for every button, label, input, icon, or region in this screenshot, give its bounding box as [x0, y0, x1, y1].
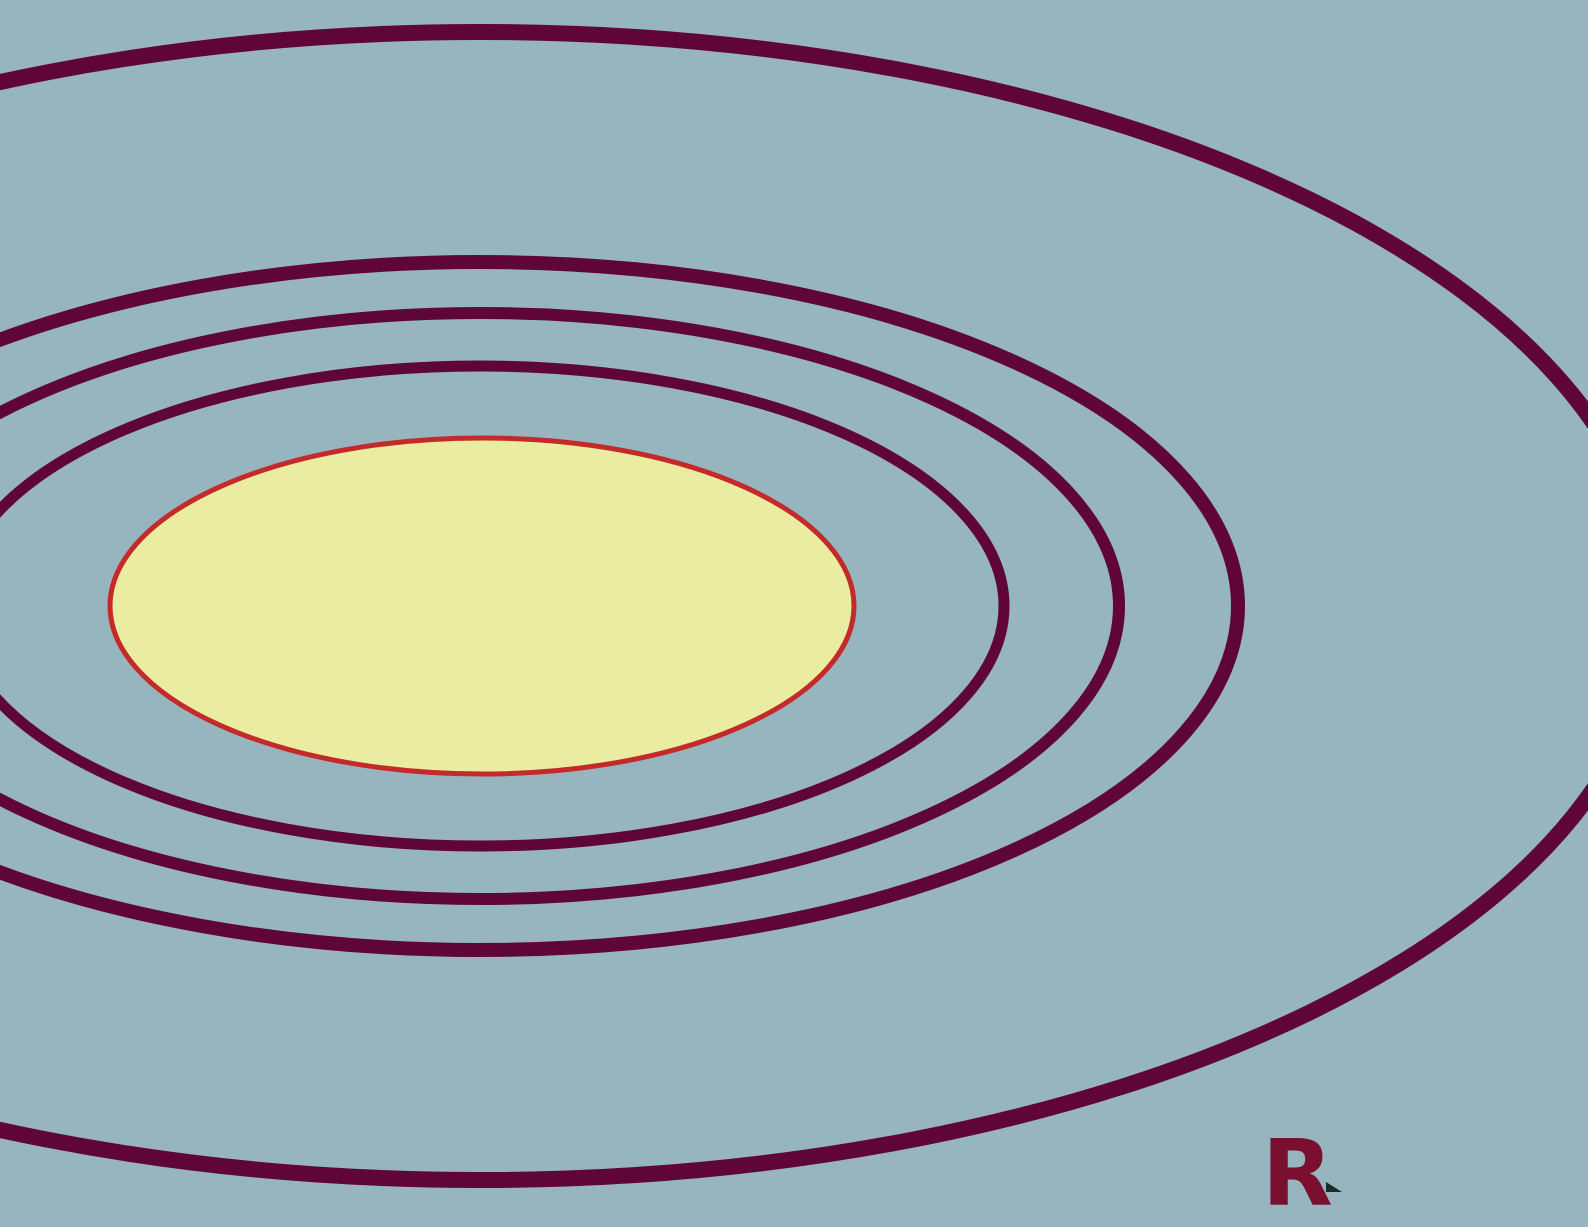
core-ellipse — [107, 435, 857, 777]
ring-2 — [0, 307, 1125, 905]
concentric-ellipses-diagram — [0, 24, 1588, 1192]
pointer-arrow-icon — [1326, 1182, 1342, 1192]
ring-label: R — [1262, 1120, 1333, 1227]
ring-1 — [0, 360, 1010, 852]
outer-ring — [0, 24, 1588, 1188]
diagram-canvas: R — [0, 24, 1588, 1220]
ring-3 — [0, 255, 1245, 957]
